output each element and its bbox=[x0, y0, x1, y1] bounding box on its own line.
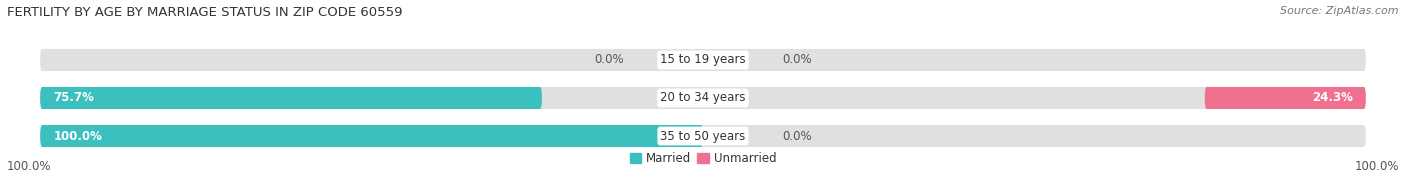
Text: 75.7%: 75.7% bbox=[53, 92, 94, 104]
Text: 0.0%: 0.0% bbox=[593, 54, 623, 66]
FancyBboxPatch shape bbox=[41, 125, 1365, 147]
FancyBboxPatch shape bbox=[41, 87, 1365, 109]
FancyBboxPatch shape bbox=[41, 49, 1365, 71]
Text: 0.0%: 0.0% bbox=[783, 130, 813, 142]
FancyBboxPatch shape bbox=[1205, 87, 1365, 109]
FancyBboxPatch shape bbox=[41, 87, 541, 109]
Text: FERTILITY BY AGE BY MARRIAGE STATUS IN ZIP CODE 60559: FERTILITY BY AGE BY MARRIAGE STATUS IN Z… bbox=[7, 6, 402, 19]
Legend: Married, Unmarried: Married, Unmarried bbox=[624, 147, 782, 170]
Text: 0.0%: 0.0% bbox=[783, 54, 813, 66]
FancyBboxPatch shape bbox=[41, 125, 703, 147]
Text: 100.0%: 100.0% bbox=[7, 160, 52, 173]
Text: 15 to 19 years: 15 to 19 years bbox=[661, 54, 745, 66]
Text: 24.3%: 24.3% bbox=[1312, 92, 1353, 104]
Text: 100.0%: 100.0% bbox=[1354, 160, 1399, 173]
Text: Source: ZipAtlas.com: Source: ZipAtlas.com bbox=[1281, 6, 1399, 16]
Text: 100.0%: 100.0% bbox=[53, 130, 103, 142]
Text: 35 to 50 years: 35 to 50 years bbox=[661, 130, 745, 142]
Text: 20 to 34 years: 20 to 34 years bbox=[661, 92, 745, 104]
